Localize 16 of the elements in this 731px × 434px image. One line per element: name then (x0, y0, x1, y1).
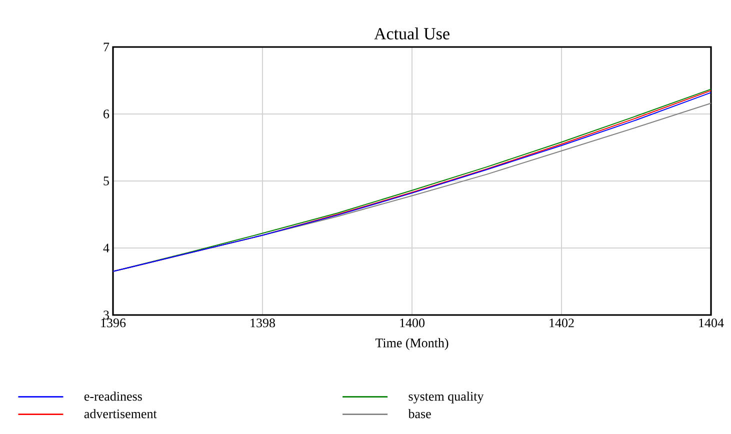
legend-label: e-readiness (84, 392, 142, 401)
y-tick-label: 7 (104, 42, 110, 52)
y-tick-label: 4 (103, 244, 110, 252)
chart-title: Actual Use (374, 28, 450, 40)
x-tick-label: 1404 (699, 318, 724, 328)
x-tick-label: 1396 (101, 318, 126, 328)
y-tick-label: 5 (104, 176, 109, 186)
y-tick-label: 3 (104, 310, 109, 320)
x-tick-label: 1402 (550, 318, 574, 328)
x-axis-title: Time (Month) (375, 338, 448, 350)
y-tick-label: 6 (104, 110, 110, 118)
x-tick-label: 1398 (250, 318, 276, 328)
x-tick-label: 1400 (400, 318, 425, 328)
legend-label: advertisement (84, 409, 157, 418)
legend-label: system quality (408, 392, 484, 404)
legend-label: base (408, 409, 431, 418)
